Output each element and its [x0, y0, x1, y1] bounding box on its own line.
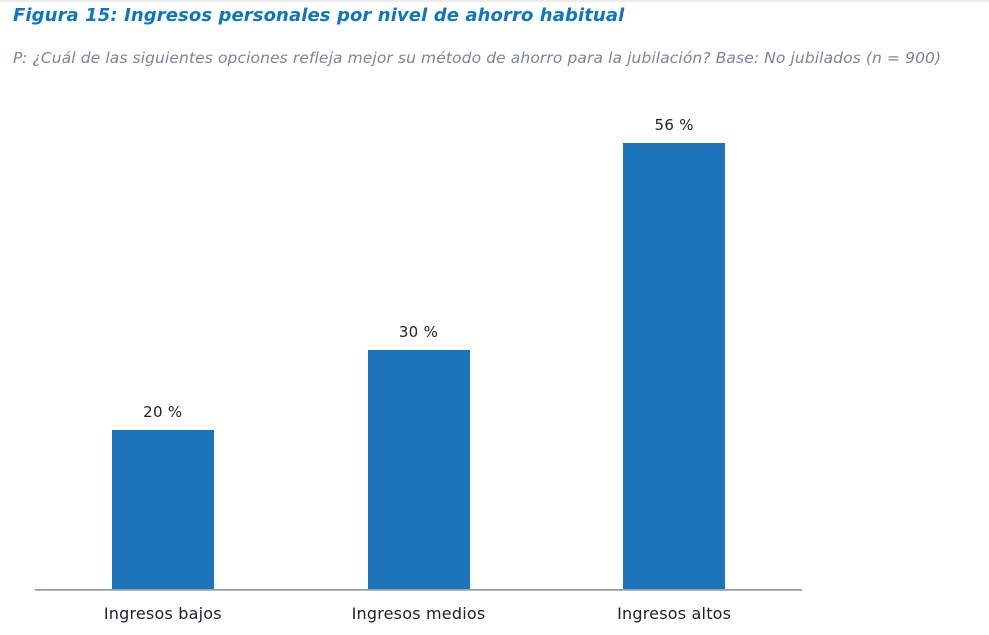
bar-value-label: 30 %: [398, 323, 439, 341]
category-label: Ingresos medios: [351, 604, 486, 623]
figure-title: Figura 15: Ingresos personales por nivel…: [13, 5, 625, 26]
plot-area: 20 % Ingresos bajos 30 % Ingresos medios 56 …: [35, 98, 802, 623]
page-top-edge: [0, 0, 989, 2]
bar-value-label: 20 %: [143, 403, 183, 421]
x-axis-line: [35, 589, 802, 591]
bar: [623, 143, 726, 589]
category-label: Ingresos bajos: [103, 604, 222, 623]
bar-value-label: 56 %: [654, 116, 694, 134]
bar: [111, 430, 214, 589]
bar: [367, 350, 470, 589]
figure-subtitle: P: ¿Cuál de las siguientes opciones refl…: [13, 49, 942, 67]
category-label: Ingresos altos: [617, 604, 732, 623]
